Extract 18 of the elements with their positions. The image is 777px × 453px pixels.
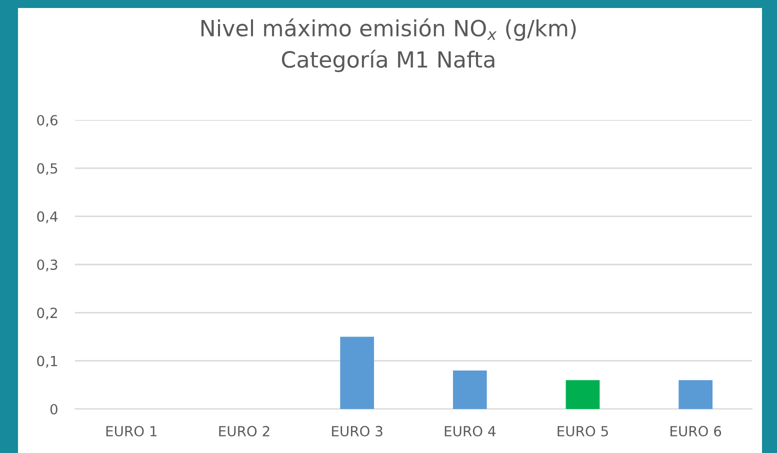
y-tick-label: 0,4 [37, 211, 58, 224]
y-tick-label: 0,3 [37, 259, 58, 272]
bar [452, 370, 487, 409]
y-tick-label: 0,2 [37, 308, 57, 320]
x-tick-label: EURO 4 [444, 426, 496, 436]
x-tick-label: EURO 6 [670, 426, 722, 436]
y-tick-label: 0,5 [37, 163, 58, 176]
chart-title: Nivel máximo emisión NO$_{x}$ (g/km) Categoría M1 Nafta [201, 18, 576, 72]
y-tick-label: 0,6 [37, 114, 58, 127]
x-tick-label: EURO 5 [558, 426, 608, 436]
bar [678, 380, 713, 409]
y-tick-label: 0 [50, 404, 58, 414]
bar [566, 380, 600, 409]
x-tick-label: EURO 2 [219, 426, 270, 436]
x-tick-label: EURO 1 [106, 426, 157, 436]
y-tick-label: 0,1 [37, 356, 58, 368]
bar [340, 336, 374, 409]
x-tick-label: EURO 3 [332, 426, 382, 436]
